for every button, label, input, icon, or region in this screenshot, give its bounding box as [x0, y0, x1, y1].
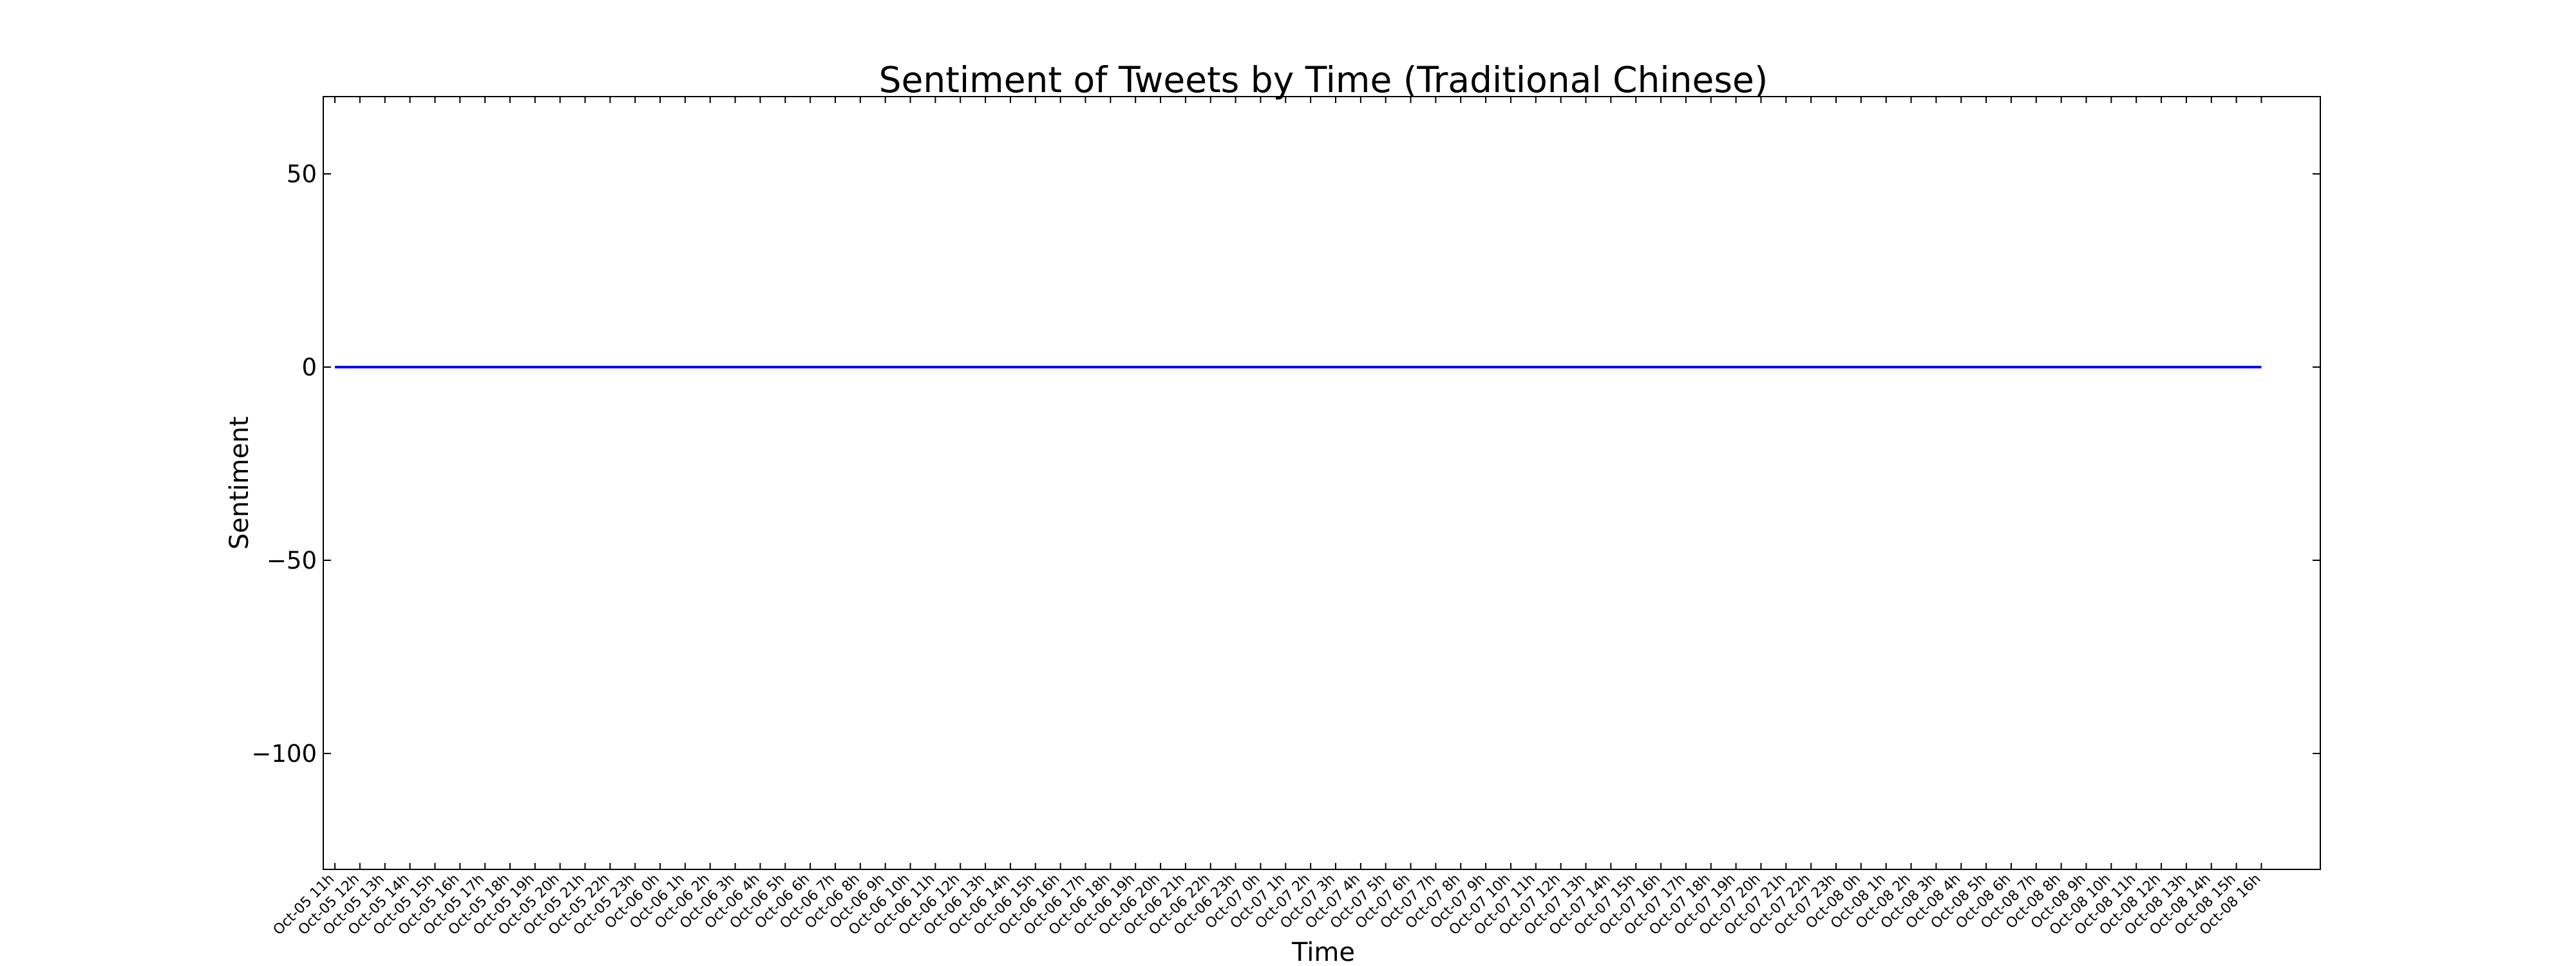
x-axis-label: Time — [1291, 938, 1355, 966]
y-tick-label: 0 — [301, 354, 317, 381]
y-axis-label: Sentiment — [225, 417, 254, 550]
y-axis: 50 0 −50 −100 — [251, 160, 2320, 768]
y-tick-label: 50 — [287, 160, 317, 188]
plot-area-frame — [323, 96, 2321, 870]
y-tick-label: −100 — [251, 740, 317, 768]
y-tick-label: −50 — [267, 547, 317, 574]
chart-title: Sentiment of Tweets by Time (Traditional… — [879, 59, 1768, 100]
